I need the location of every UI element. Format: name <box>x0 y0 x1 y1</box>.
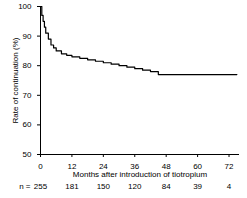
svg-text:60: 60 <box>193 162 203 172</box>
svg-text:Rate of continuation (%): Rate of continuation (%) <box>11 37 20 123</box>
svg-text:70: 70 <box>23 91 32 100</box>
svg-text:Months after introduction of t: Months after introduction of tiotropium <box>73 170 208 179</box>
svg-text:0: 0 <box>38 162 43 171</box>
svg-text:100: 100 <box>18 2 32 11</box>
svg-text:n =: n = <box>19 182 31 191</box>
svg-text:90: 90 <box>23 32 32 41</box>
svg-text:50: 50 <box>23 150 32 159</box>
svg-text:24: 24 <box>98 162 108 172</box>
svg-text:255: 255 <box>34 182 48 191</box>
svg-text:39: 39 <box>193 182 202 191</box>
svg-text:84: 84 <box>162 182 171 191</box>
svg-text:60: 60 <box>23 120 32 129</box>
svg-text:48: 48 <box>161 162 171 172</box>
svg-text:181: 181 <box>65 182 79 191</box>
svg-text:72: 72 <box>225 162 234 171</box>
svg-text:12: 12 <box>67 162 77 172</box>
svg-text:120: 120 <box>128 182 142 191</box>
svg-text:80: 80 <box>23 61 32 70</box>
svg-text:4: 4 <box>227 182 232 191</box>
svg-text:150: 150 <box>97 182 111 191</box>
svg-text:36: 36 <box>130 162 140 172</box>
